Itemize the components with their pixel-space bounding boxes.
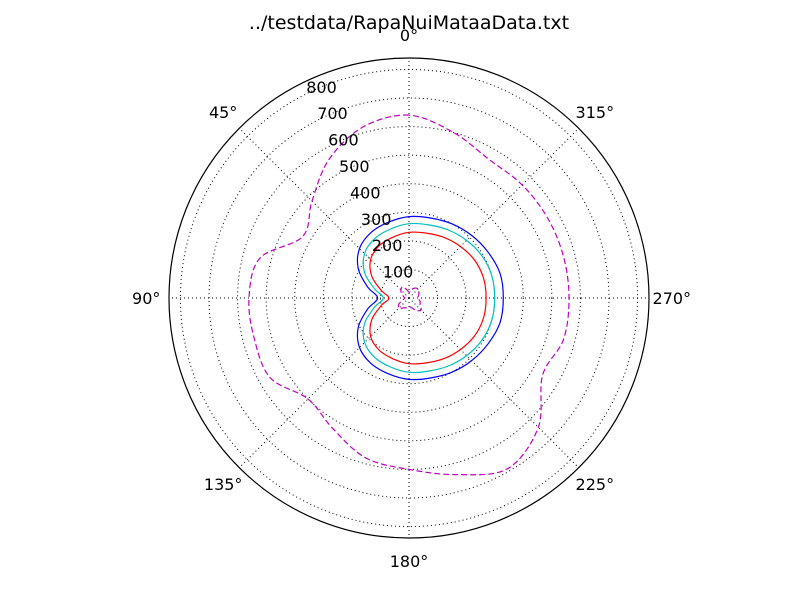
series-line-0 <box>369 231 487 365</box>
series-line-4 <box>397 286 422 312</box>
r-grid-circle-1 <box>351 240 467 356</box>
grid <box>169 58 649 538</box>
theta-tick-label-1: 45° <box>209 103 237 122</box>
r-tick-label-5: 600 <box>328 131 359 150</box>
theta-grid-line-1 <box>238 127 410 299</box>
theta-tick-label-5: 225° <box>576 475 615 494</box>
r-tick-label-3: 400 <box>350 183 381 202</box>
r-tick-label-0: 100 <box>383 263 414 282</box>
r-grid-circle-4 <box>265 154 553 442</box>
r-grid-circle-3 <box>294 183 524 413</box>
theta-tick-label-6: 270° <box>653 289 692 308</box>
tick-labels: 0° 45° 90° 135° 180° 225° 270° 315° 100 200 300 400… <box>132 26 691 571</box>
theta-tick-label-2: 90° <box>132 289 160 308</box>
r-tick-label-1: 200 <box>372 236 403 255</box>
theta-tick-label-0: 0° <box>400 26 418 45</box>
r-tick-label-2: 300 <box>361 210 392 229</box>
r-tick-label-6: 700 <box>317 104 348 123</box>
theta-tick-label-3: 135° <box>204 475 243 494</box>
polar-frame-circle <box>168 57 650 539</box>
series-line-3 <box>248 114 570 476</box>
series-line-2 <box>356 215 504 381</box>
theta-tick-label-4: 180° <box>390 552 429 571</box>
chart-title: ../testdata/RapaNuiMataaData.txt <box>249 12 569 34</box>
series-line-1 <box>362 222 496 374</box>
theta-tick-label-7: 315° <box>576 103 615 122</box>
theta-grid-line-3 <box>238 297 410 469</box>
r-grid-circle-5 <box>237 126 581 470</box>
polar-frame <box>168 57 650 539</box>
series-group <box>248 114 570 476</box>
r-tick-label-4: 500 <box>339 157 370 176</box>
theta-grid-line-7 <box>408 127 580 299</box>
theta-grid-line-5 <box>408 297 580 469</box>
r-tick-label-7: 800 <box>306 78 337 97</box>
